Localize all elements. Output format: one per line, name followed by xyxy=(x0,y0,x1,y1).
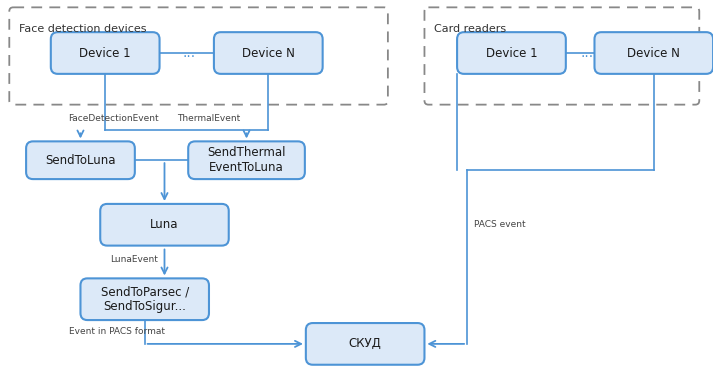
Text: FaceDetectionEvent: FaceDetectionEvent xyxy=(68,114,159,123)
Text: ThermalEvent: ThermalEvent xyxy=(178,114,240,123)
Text: Device N: Device N xyxy=(627,46,680,60)
Text: Device N: Device N xyxy=(242,46,294,60)
Text: Card readers: Card readers xyxy=(434,24,506,34)
FancyBboxPatch shape xyxy=(306,323,424,365)
FancyBboxPatch shape xyxy=(188,141,305,179)
FancyBboxPatch shape xyxy=(51,32,160,74)
FancyBboxPatch shape xyxy=(101,204,229,246)
Text: Face detection devices: Face detection devices xyxy=(19,24,147,34)
Text: Event in PACS format: Event in PACS format xyxy=(68,328,165,336)
Text: PACS event: PACS event xyxy=(474,220,525,229)
FancyBboxPatch shape xyxy=(26,141,135,179)
Text: SendToLuna: SendToLuna xyxy=(45,154,116,167)
Text: SendToParsec /
SendToSigur...: SendToParsec / SendToSigur... xyxy=(101,285,189,313)
Text: SendThermal
EventToLuna: SendThermal EventToLuna xyxy=(207,146,286,174)
FancyBboxPatch shape xyxy=(214,32,323,74)
Text: LunaEvent: LunaEvent xyxy=(110,255,158,264)
Text: СКУД: СКУД xyxy=(349,338,381,350)
Text: ...: ... xyxy=(183,46,196,60)
Text: ...: ... xyxy=(580,46,593,60)
FancyBboxPatch shape xyxy=(81,278,209,320)
Text: Device 1: Device 1 xyxy=(486,46,538,60)
Text: Luna: Luna xyxy=(150,218,179,231)
FancyBboxPatch shape xyxy=(595,32,713,74)
FancyBboxPatch shape xyxy=(457,32,566,74)
Text: Device 1: Device 1 xyxy=(79,46,131,60)
